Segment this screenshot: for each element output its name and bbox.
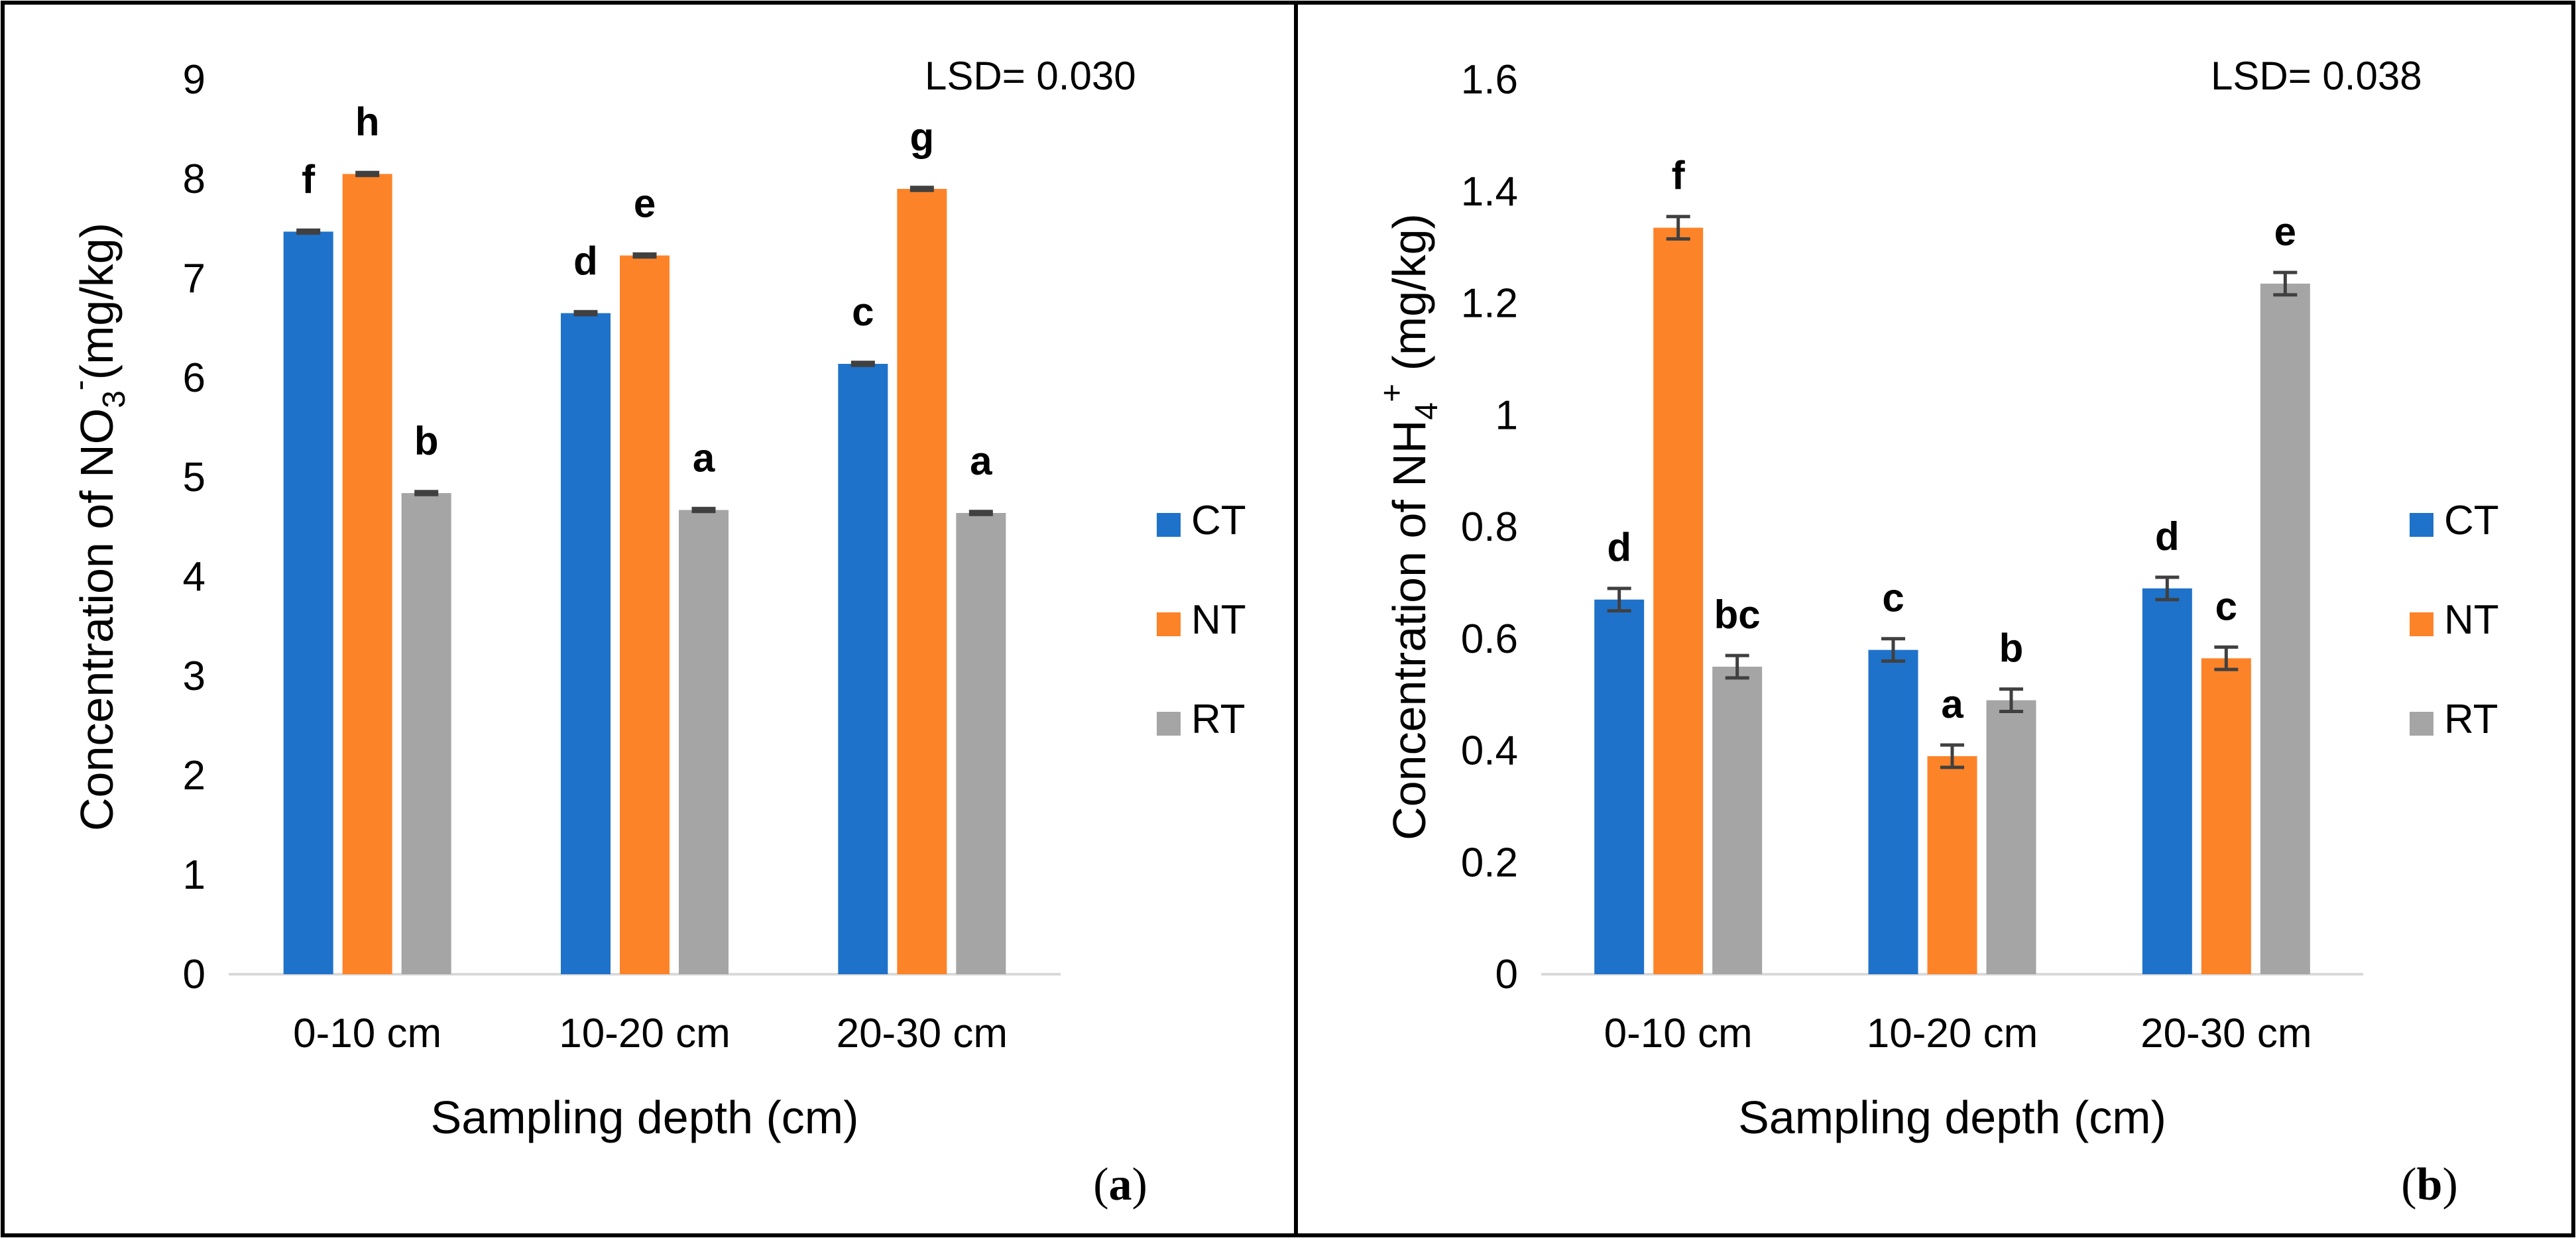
y-tick-label: 5 — [183, 455, 205, 500]
bar-nt — [897, 189, 947, 974]
bar-nt — [342, 174, 392, 974]
y-tick-label: 3 — [183, 653, 205, 699]
significance-label: b — [414, 419, 439, 463]
legend-swatch-rt — [1157, 712, 1181, 736]
y-tick-label: 1 — [1495, 392, 1518, 438]
legend-swatch-nt — [2410, 612, 2433, 636]
significance-label: e — [2274, 209, 2296, 254]
x-tick-label: 0-10 cm — [293, 1011, 441, 1056]
panel-label-letter: a — [1109, 1159, 1132, 1210]
y-axis-title-superscript: - — [62, 380, 97, 390]
y-tick-label: 0.2 — [1461, 840, 1518, 885]
x-axis-title: Sampling depth (cm) — [1738, 1092, 2166, 1143]
panel-label-paren: ( — [1093, 1159, 1108, 1210]
legend-swatch-ct — [2410, 513, 2433, 537]
panel-a-chart: 0 1 2 3 4 5 6 7 8 9 0-10 cm fh b 10-20 cm de a 20-30 cm c… — [62, 54, 1246, 1210]
significance-label: f — [302, 158, 316, 202]
legend-label-ct: CT — [2444, 498, 2499, 543]
bar-nt — [2201, 658, 2251, 974]
y-tick-label: 0.8 — [1461, 504, 1518, 550]
bar-rt — [401, 493, 451, 974]
significance-label: c — [2215, 584, 2237, 628]
lsd-annotation: LSD= 0.038 — [2211, 54, 2422, 98]
bar-ct — [1868, 649, 1918, 974]
bar-rt — [1712, 666, 1763, 974]
legend-label-ct: CT — [1191, 498, 1246, 543]
y-tick-label: 1 — [183, 852, 205, 898]
legend-label-rt: RT — [1191, 697, 1246, 742]
panel-label: (b) — [2401, 1159, 2458, 1210]
bar-ct — [2142, 588, 2192, 974]
significance-label: c — [852, 290, 874, 334]
y-axis-title-superscript: + — [1375, 384, 1410, 402]
y-tick-label: 6 — [183, 355, 205, 401]
significance-label: f — [1672, 154, 1686, 198]
y-tick-label: 0 — [1495, 952, 1518, 997]
legend-label-rt: RT — [2444, 697, 2498, 742]
significance-label: c — [1882, 576, 1904, 620]
bar-rt — [2260, 283, 2310, 974]
legend-swatch-rt — [2410, 712, 2433, 736]
bar-nt — [1927, 756, 1977, 974]
bar-nt — [1653, 227, 1704, 974]
x-axis-title: Sampling depth (cm) — [431, 1092, 859, 1143]
x-tick-label: 20-30 cm — [837, 1011, 1008, 1056]
y-axis-title: Concentration of NO3-(mg/kg) — [62, 223, 132, 831]
panel-label-paren: ) — [1132, 1159, 1147, 1210]
x-tick-label: 20-30 cm — [2140, 1011, 2312, 1056]
y-tick-label: 9 — [183, 57, 205, 103]
y-axis-title-text: Concentration of NO — [71, 408, 123, 831]
panel-b-chart: 00.20.40.60.811.21.41.60-10 cmdfbc10-20 … — [1375, 54, 2499, 1210]
y-tick-label: 0.4 — [1461, 728, 1518, 774]
bar-rt — [956, 513, 1006, 974]
y-tick-label: 0.6 — [1461, 616, 1518, 662]
y-tick-label: 8 — [183, 156, 205, 202]
y-tick-label: 7 — [183, 256, 205, 302]
y-tick-label: 0 — [183, 952, 205, 997]
panel-label-letter: b — [2417, 1159, 2443, 1210]
significance-label: a — [693, 436, 715, 480]
y-axis-title-subscript: 4 — [1409, 402, 1444, 420]
significance-label: g — [910, 115, 935, 159]
bar-ct — [561, 313, 611, 974]
x-tick-label: 10-20 cm — [559, 1011, 730, 1056]
legend-label-nt: NT — [2444, 597, 2499, 643]
y-axis-title: Concentration of NH4+ (mg/kg) — [1375, 213, 1444, 840]
y-axis-title-units: (mg/kg) — [1383, 213, 1435, 384]
y-tick-label: 4 — [183, 554, 205, 600]
panel-label-paren: ( — [2401, 1159, 2416, 1210]
x-tick-label: 0-10 cm — [1604, 1011, 1753, 1056]
bar-rt — [1986, 700, 2036, 974]
lsd-annotation: LSD= 0.030 — [925, 54, 1136, 98]
panel-label-paren: ) — [2442, 1159, 2457, 1210]
x-tick-label: 10-20 cm — [1867, 1011, 2038, 1056]
significance-label: d — [2155, 514, 2180, 559]
y-axis-title-text: Concentration of NH — [1383, 420, 1435, 840]
y-tick-label: 1.4 — [1461, 169, 1518, 215]
bar-rt — [679, 510, 729, 974]
legend-label-nt: NT — [1191, 597, 1246, 643]
panel-label: (a) — [1093, 1159, 1147, 1210]
y-axis-title-subscript: 3 — [97, 390, 132, 408]
bar-nt — [620, 255, 670, 974]
legend-swatch-ct — [1157, 513, 1181, 537]
significance-label: a — [1941, 682, 1963, 726]
significance-label: a — [970, 439, 992, 483]
bar-ct — [283, 231, 333, 974]
significance-label: d — [1607, 526, 1631, 570]
significance-label: bc — [1714, 592, 1761, 637]
y-tick-label: 1.6 — [1461, 57, 1518, 103]
significance-label: b — [1999, 626, 2024, 671]
y-axis-title-units: (mg/kg) — [71, 223, 123, 380]
y-tick-label: 2 — [183, 753, 205, 799]
y-tick-label: 1.2 — [1461, 281, 1518, 327]
significance-label: d — [573, 239, 598, 284]
bar-ct — [838, 364, 888, 974]
significance-label: h — [355, 100, 380, 144]
legend-swatch-nt — [1157, 612, 1181, 636]
bar-ct — [1594, 599, 1645, 974]
significance-label: e — [634, 182, 656, 226]
